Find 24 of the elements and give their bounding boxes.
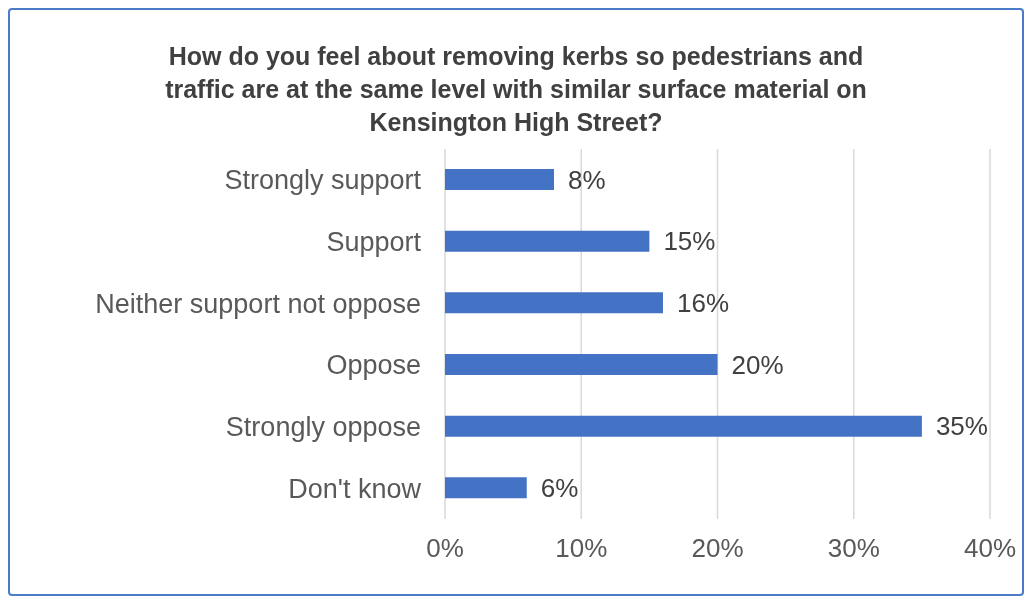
x-tick-label: 10%	[555, 533, 608, 564]
data-label: 20%	[731, 349, 784, 380]
bar	[445, 354, 718, 375]
x-tick-label: 40%	[963, 533, 1017, 564]
data-label: 15%	[663, 226, 716, 257]
x-tick-label: 20%	[691, 533, 744, 564]
data-label: 8%	[568, 164, 606, 195]
y-tick-label: Oppose	[326, 350, 421, 381]
x-tick-label: 0%	[426, 533, 464, 564]
data-label: 16%	[677, 288, 730, 319]
data-label: 6%	[540, 473, 579, 504]
bar	[445, 477, 527, 499]
y-tick-label: Strongly support	[224, 165, 422, 196]
y-tick-label: Neither support not oppose	[95, 288, 421, 319]
x-tick-label: 30%	[827, 533, 880, 564]
bar	[445, 415, 922, 437]
data-label: 35%	[935, 411, 988, 442]
bar	[445, 169, 554, 190]
y-tick-label: Don't know	[288, 473, 422, 504]
y-tick-label: Strongly oppose	[225, 412, 421, 443]
chart-title: How do you feel about removing kerbs so pedestrians and traffic are at the same level with similar surface material on Kensington High Street?	[164, 41, 868, 138]
bar	[445, 230, 650, 252]
y-tick-label: Support	[326, 227, 422, 258]
bar	[445, 292, 663, 314]
